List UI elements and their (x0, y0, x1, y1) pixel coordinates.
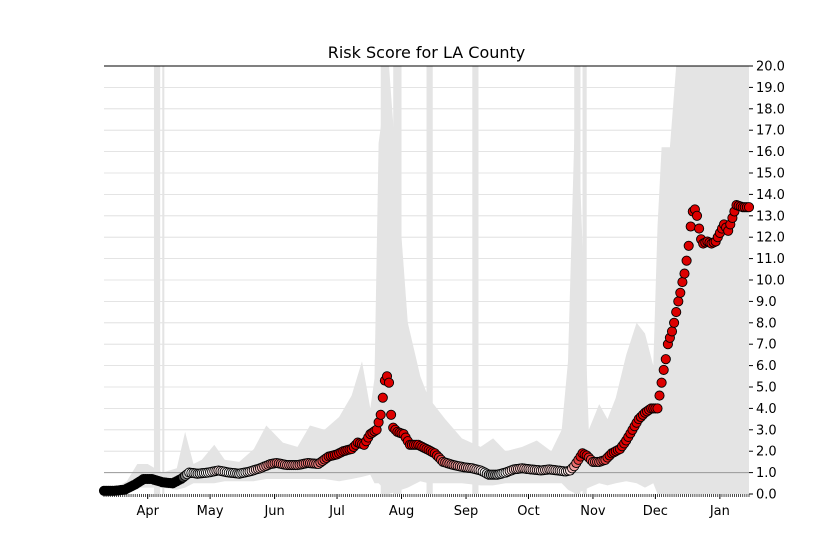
shaded-span (393, 66, 402, 494)
shaded-span (472, 66, 479, 494)
x-tick-label: Apr (136, 504, 159, 519)
shaded-span (380, 66, 390, 494)
y-tick-label: 10.0 (756, 274, 785, 289)
shaded-span (574, 66, 581, 494)
x-tick-label: Oct (517, 504, 539, 519)
y-tick-label: 0.0 (756, 488, 777, 503)
risk-point (386, 409, 397, 420)
y-tick-label: 5.0 (756, 381, 777, 396)
risk-point (656, 377, 667, 388)
shaded-span (153, 66, 161, 494)
shaded-span (426, 66, 433, 494)
shaded-spans (153, 66, 587, 494)
y-tick-label: 9.0 (756, 295, 777, 310)
y-tick-labels: 0.0 1.0 2.0 3.0 4.0 5.0 6.0 7.0 8.0 9.0 10.0 11.0 12… (749, 60, 785, 503)
y-tick-label: 12.0 (756, 231, 785, 246)
shaded-span (162, 66, 165, 494)
chart-title: Risk Score for LA County (328, 43, 526, 62)
y-tick-label: 20.0 (756, 60, 785, 75)
risk-point (660, 354, 671, 365)
x-tick-label: Jul (328, 504, 345, 519)
y-tick-label: 17.0 (756, 124, 785, 139)
y-tick-label: 2.0 (756, 445, 777, 460)
x-tick-label: Jun (263, 504, 284, 519)
x-tick-label: Sep (454, 504, 479, 519)
risk-points (98, 200, 755, 496)
y-tick-label: 3.0 (756, 423, 777, 438)
risk-point (685, 221, 696, 232)
risk-point (691, 210, 703, 221)
y-tick-label: 18.0 (756, 102, 785, 117)
x-tick-labels: Apr May Jun Jul Aug Sep Oct Nov Dec Jan (136, 494, 730, 519)
x-tick-label: May (197, 504, 224, 519)
risk-point (375, 409, 386, 420)
risk-point (666, 326, 678, 337)
risk-point (677, 277, 688, 288)
risk-point (658, 364, 669, 375)
risk-point (694, 223, 705, 234)
y-tick-label: 14.0 (756, 188, 785, 203)
risk-point (679, 268, 690, 279)
x-tick-label: Nov (580, 504, 606, 519)
risk-point (675, 287, 686, 298)
y-tick-label: 6.0 (756, 359, 777, 374)
risk-point (671, 307, 682, 318)
y-tick-label: 16.0 (756, 145, 785, 160)
risk-point (673, 296, 684, 307)
risk-point (681, 255, 692, 266)
x-minor-ticks (103, 494, 750, 497)
risk-point (669, 317, 680, 328)
x-tick-label: Dec (643, 504, 668, 519)
risk-point (652, 403, 663, 414)
risk-point (654, 390, 665, 401)
risk-point (743, 202, 755, 213)
y-tick-label: 7.0 (756, 338, 777, 353)
risk-point (683, 240, 694, 251)
y-tick-label: 15.0 (756, 167, 785, 182)
y-tick-label: 1.0 (756, 466, 777, 481)
x-tick-label: Jan (709, 504, 730, 519)
y-tick-label: 13.0 (756, 209, 785, 224)
y-tick-label: 19.0 (756, 81, 785, 96)
y-tick-label: 4.0 (756, 402, 777, 417)
shaded-span (582, 66, 587, 494)
x-tick-label: Aug (389, 504, 414, 519)
y-tick-label: 11.0 (756, 252, 785, 267)
risk-point (377, 392, 388, 403)
risk-point (383, 377, 395, 388)
y-tick-label: 8.0 (756, 316, 777, 331)
